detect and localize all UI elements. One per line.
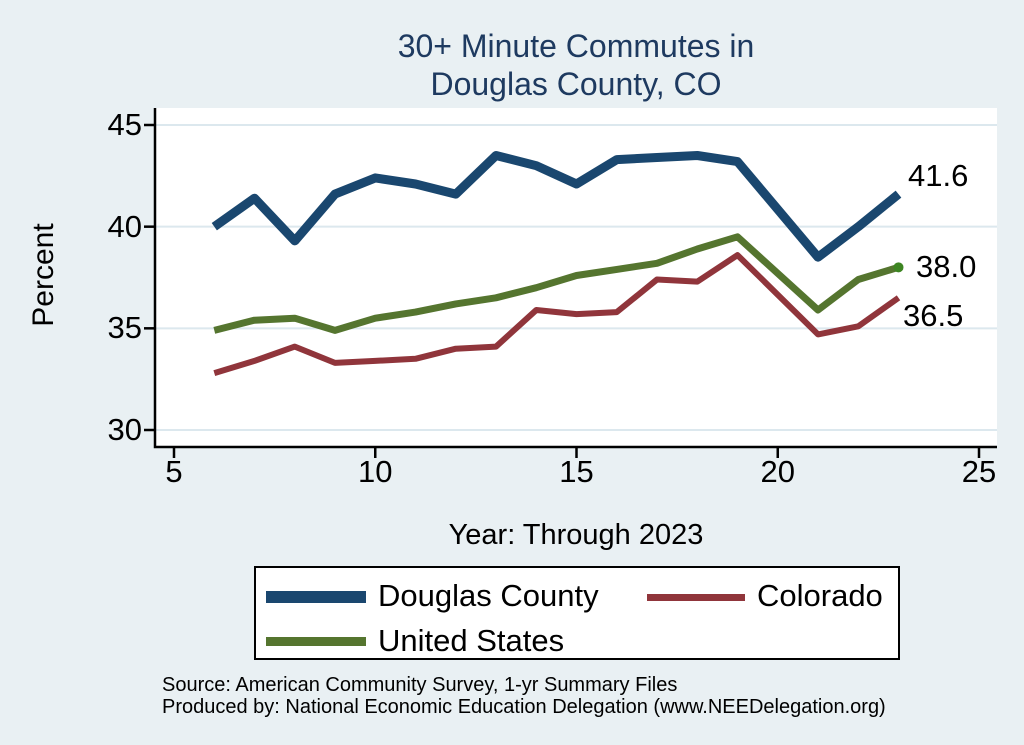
legend-swatch-united-states xyxy=(266,637,366,646)
source-note: Source: American Community Survey, 1-yr … xyxy=(162,674,886,718)
chart-title-line2: Douglas County, CO xyxy=(430,66,722,102)
y-tick-label: 30 xyxy=(107,412,142,447)
y-tick-label: 45 xyxy=(107,107,142,142)
produced-by-line: Produced by: National Economic Education… xyxy=(162,696,886,718)
end-point-marker xyxy=(893,262,904,273)
legend-swatch-douglas-county xyxy=(266,591,366,603)
y-tick-label: 35 xyxy=(107,310,142,346)
end-value-label-united-states: 38.0 xyxy=(916,249,977,284)
series-line-united-states xyxy=(213,233,900,334)
legend-label-douglas-county: Douglas County xyxy=(378,578,599,613)
x-tick-label: 15 xyxy=(559,454,594,489)
x-tick-label: 10 xyxy=(358,454,393,489)
series-line-colorado xyxy=(213,252,901,376)
y-axis-title: Percent xyxy=(27,223,60,327)
end-value-label-douglas-county: 41.6 xyxy=(908,158,969,193)
series-line-douglas-county xyxy=(211,151,902,262)
x-axis-title: Year: Through 2023 xyxy=(448,519,704,551)
x-tick-label: 25 xyxy=(961,454,997,489)
y-tick-label: 40 xyxy=(107,208,142,244)
legend-swatch-colorado xyxy=(647,594,745,601)
legend: Douglas County Colorado United States xyxy=(254,566,900,660)
x-tick-label: 20 xyxy=(760,454,795,489)
chart-title-line1: 30+ Minute Commutes in xyxy=(397,28,755,64)
axis-lines xyxy=(153,108,997,449)
legend-label-colorado: Colorado xyxy=(757,578,883,613)
legend-label-united-states: United States xyxy=(378,623,565,658)
end-value-label-colorado: 36.5 xyxy=(903,298,964,333)
source-line: Source: American Community Survey, 1-yr … xyxy=(162,674,678,696)
chart-title: 30+ Minute Commutes in Douglas County, C… xyxy=(155,27,997,103)
x-tick-label: 5 xyxy=(165,454,183,489)
